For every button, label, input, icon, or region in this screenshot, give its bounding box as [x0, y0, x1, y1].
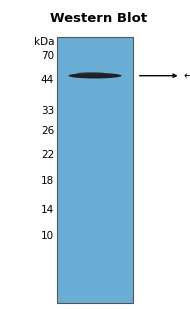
Text: 14: 14 — [41, 205, 54, 215]
Ellipse shape — [77, 72, 106, 75]
Bar — [57, 37, 133, 303]
Text: 10: 10 — [41, 231, 54, 241]
Text: 22: 22 — [41, 150, 54, 159]
Text: kDa: kDa — [34, 37, 54, 47]
Text: 18: 18 — [41, 176, 54, 186]
Text: 44: 44 — [41, 75, 54, 85]
Text: Western Blot: Western Blot — [50, 12, 147, 25]
Ellipse shape — [68, 73, 122, 78]
Text: 26: 26 — [41, 126, 54, 136]
Text: 70: 70 — [41, 51, 54, 61]
Text: 33: 33 — [41, 106, 54, 116]
Text: ← 48kDa: ← 48kDa — [184, 71, 190, 81]
